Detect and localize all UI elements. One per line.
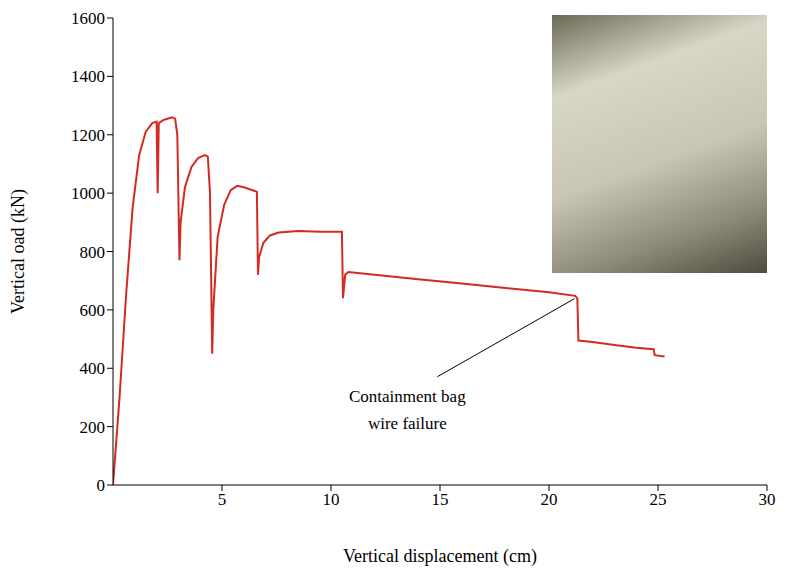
svg-text:1400: 1400 [71,67,105,86]
svg-text:wire failure: wire failure [368,414,447,433]
svg-text:0: 0 [97,476,106,495]
svg-text:Vertical oad (kN): Vertical oad (kN) [8,189,29,314]
svg-text:25: 25 [650,490,667,509]
svg-text:1000: 1000 [71,184,105,203]
svg-text:15: 15 [432,490,449,509]
svg-text:5: 5 [218,490,227,509]
svg-text:400: 400 [80,359,106,378]
svg-text:1600: 1600 [71,9,105,28]
svg-text:200: 200 [80,418,106,437]
svg-text:Containment bag: Containment bag [349,387,466,406]
svg-text:10: 10 [323,490,340,509]
svg-text:800: 800 [80,243,106,262]
svg-text:600: 600 [80,301,106,320]
svg-text:30: 30 [759,490,776,509]
svg-text:20: 20 [541,490,558,509]
svg-text:1200: 1200 [71,126,105,145]
svg-text:Vertical displacement (cm): Vertical displacement (cm) [343,546,537,567]
